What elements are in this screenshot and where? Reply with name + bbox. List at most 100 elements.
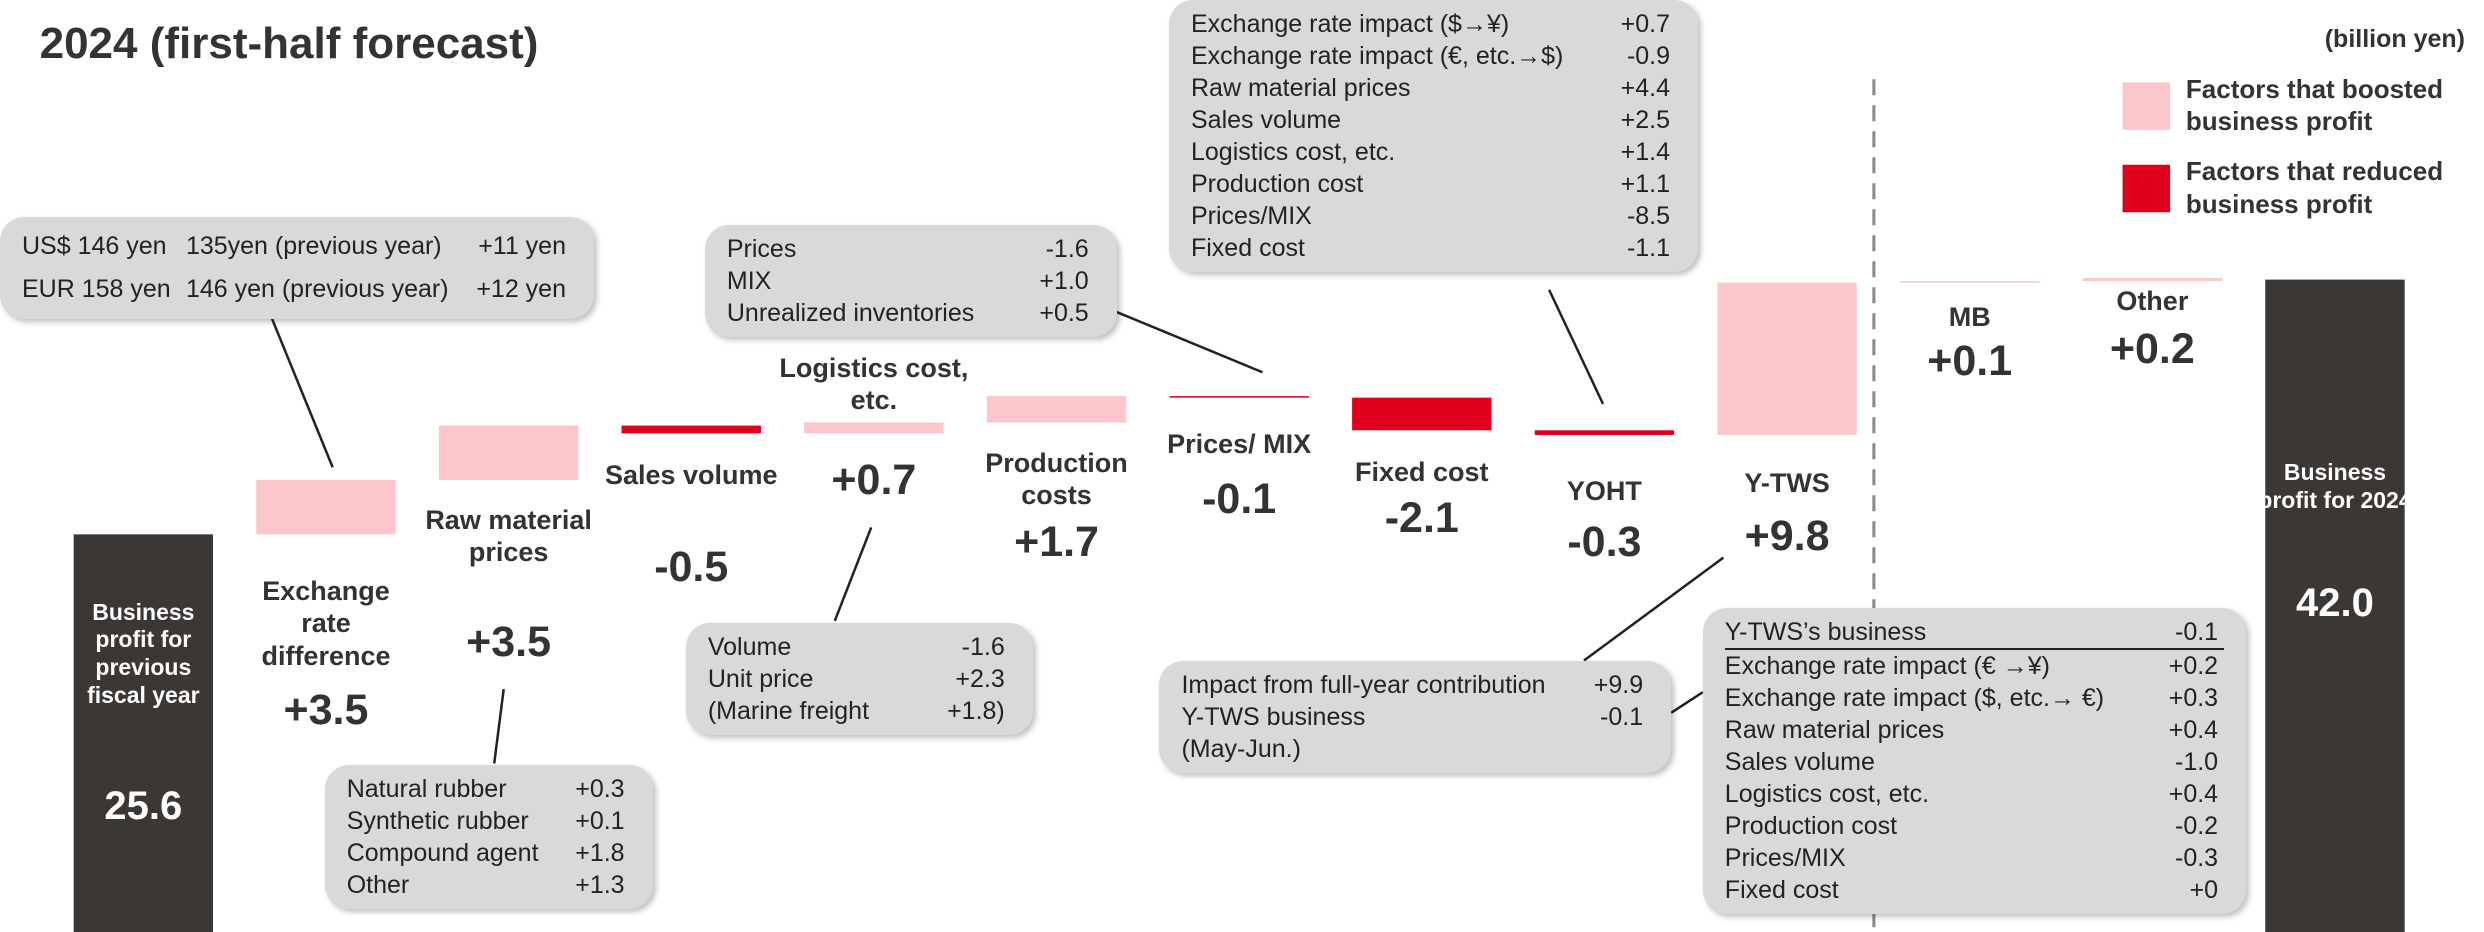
value-label: +9.8 (1744, 511, 1830, 560)
bar (438, 425, 579, 480)
callout-cell: +0.7 (1620, 10, 1671, 38)
callout-box: Y-TWS’s business -0.1 Exchange rate impact… (1702, 608, 2247, 915)
callout-cell: Exchange rate impact (€, etc.→$) (1190, 42, 1564, 70)
callout-cell: Prices (726, 234, 797, 263)
callout-cell: -0.1 (2161, 616, 2225, 651)
callout-cell: +0.4 (2168, 716, 2219, 745)
callout-row: Unit price +2.3 (708, 663, 1011, 695)
callout-cell: 135yen (previous year) (185, 232, 442, 260)
callout-cell: -1.6 (1045, 234, 1089, 263)
callout-cell: Raw material prices (1190, 74, 1411, 102)
legend-label: Factors that boosted business profit (2185, 73, 2444, 137)
category-label: Raw material prices (425, 504, 592, 568)
callout-cell: +0.3 (2168, 684, 2219, 713)
category-label: Other (2116, 286, 2189, 317)
bar (2082, 278, 2223, 282)
leader-line (268, 311, 334, 468)
value-label: +0.1 (1927, 337, 2013, 386)
callout-cell: -1.0 (2175, 748, 2219, 777)
callout-box: Exchange rate impact ($→¥) +0.7 Exchange r… (1168, 0, 1699, 272)
leader-line (1548, 289, 1605, 405)
callout-cell: Logistics cost, etc. (1724, 780, 1930, 809)
value-label: +0.2 (2109, 324, 2195, 373)
callout-box: US$ 146 yen 135yen (previous year) +11 yen… (0, 217, 594, 319)
callout-row: Prices -1.6 (727, 233, 1095, 265)
callout-row: Compound agent +1.8 (347, 837, 631, 869)
callout-cell: +2.5 (1620, 106, 1671, 134)
callout-cell: Sales volume (1190, 106, 1342, 134)
callout-cell: -0.3 (2175, 844, 2219, 873)
callout-cell: Exchange rate impact (€ →¥) (1724, 652, 2050, 681)
callout-row: Y-TWS business -0.1 (1181, 701, 1649, 733)
callout-cell: Unrealized inventories (726, 298, 975, 327)
callout-row: Prices/MIX -8.5 (1191, 200, 1676, 232)
category-label: Business profit for 2024 (2258, 459, 2412, 513)
category-label: Prices/ MIX (1167, 428, 1312, 459)
callout-cell: +2.3 (955, 664, 1005, 693)
callout-row: Y-TWS’s business -0.1 (1724, 616, 2225, 651)
callout-table: US$ 146 yen 135yen (previous year) +11 yen… (22, 225, 572, 311)
callout-row: Fixed cost -1.1 (1191, 232, 1676, 264)
callout-cell: Logistics cost, etc. (1190, 138, 1396, 166)
callout-row: Fixed cost +0 (1725, 874, 2224, 906)
callout-cell: +1.3 (575, 871, 625, 900)
callout-row: US$ 146 yen 135yen (previous year) +11 yen (22, 225, 572, 268)
callout-cell: +0.5 (1039, 298, 1089, 327)
bar (256, 479, 396, 535)
bar (1717, 282, 1857, 435)
callout-cell: +9.9 (1593, 670, 1644, 699)
callout-row: EUR 158 yen 146 yen (previous year) +12 ye… (22, 268, 572, 311)
callout-cell: Production cost (1724, 812, 1898, 841)
callout-cell: Prices/MIX (1724, 844, 1846, 873)
callout-row: Production cost -0.2 (1725, 810, 2224, 842)
callout-cell: +1.1 (1620, 170, 1671, 198)
legend-swatch (2122, 82, 2171, 130)
callout-cell: +1.8) (947, 696, 1005, 725)
callout-row: (Marine freight +1.8) (708, 695, 1011, 727)
legend-swatch (2122, 164, 2171, 213)
bar (1352, 397, 1492, 431)
bar (804, 422, 944, 434)
callout-table: Impact from full-year contribution +9.9 Y-… (1181, 669, 1649, 765)
bar (986, 396, 1127, 423)
callout-cell: EUR 158 yen (22, 275, 171, 303)
callout-row: MIX +1.0 (727, 265, 1095, 297)
callout-cell: Raw material prices (1724, 716, 1945, 745)
callout-row: Exchange rate impact (€, etc.→$) -0.9 (1191, 40, 1676, 72)
callout-row: Impact from full-year contribution +9.9 (1181, 669, 1649, 701)
bar (1900, 281, 2040, 283)
category-label: Production costs (985, 447, 1128, 511)
callout-cell: MIX (726, 266, 772, 295)
callout-row: Raw material prices +0.4 (1725, 714, 2224, 746)
leader-line (1116, 310, 1263, 374)
category-label: Y-TWS (1744, 468, 1830, 499)
callout-table: Prices -1.6 MIX +1.0 Unrealized inventories +… (727, 233, 1095, 329)
callout-cell: Exchange rate impact ($, etc.→ €) (1724, 684, 2105, 713)
value-label: -0.5 (654, 543, 729, 592)
callout-box: Impact from full-year contribution +9.9 Y-… (1159, 660, 1672, 773)
callout-row: Other +1.3 (347, 869, 631, 901)
callout-row: Sales volume +2.5 (1191, 104, 1676, 136)
callout-cell: -0.1 (1600, 702, 1644, 731)
leader-line (1670, 691, 1704, 714)
callout-cell: +1.4 (1620, 138, 1671, 166)
callout-cell: +0.3 (575, 775, 625, 804)
callout-row: (May-Jun.) (1181, 733, 1649, 765)
callout-cell: Exchange rate impact ($→¥) (1190, 10, 1510, 38)
callout-row: Exchange rate impact ($, etc.→ €) +0.3 (1725, 682, 2224, 714)
callout-row: Logistics cost, etc. +1.4 (1191, 136, 1676, 168)
callout-table: Natural rubber +0.3 Synthetic rubber +0.1 Co… (347, 773, 631, 901)
category-label: Business profit for previous fiscal year (87, 598, 200, 708)
callout-row: Production cost +1.1 (1191, 168, 1676, 200)
bar (1534, 430, 1675, 435)
callout-cell: Sales volume (1724, 748, 1875, 777)
category-label: Exchange rate difference (261, 575, 391, 671)
callout-row: Sales volume -1.0 (1725, 746, 2224, 778)
callout-cell: Volume (707, 632, 792, 661)
callout-cell: Y-TWS’s business (1724, 616, 2162, 651)
callout-table: Volume -1.6 Unit price +2.3 (Marine freight +… (708, 631, 1011, 727)
legend-label: Factors that reduced business profit (2185, 156, 2444, 219)
callout-cell: +0 (2189, 876, 2219, 905)
